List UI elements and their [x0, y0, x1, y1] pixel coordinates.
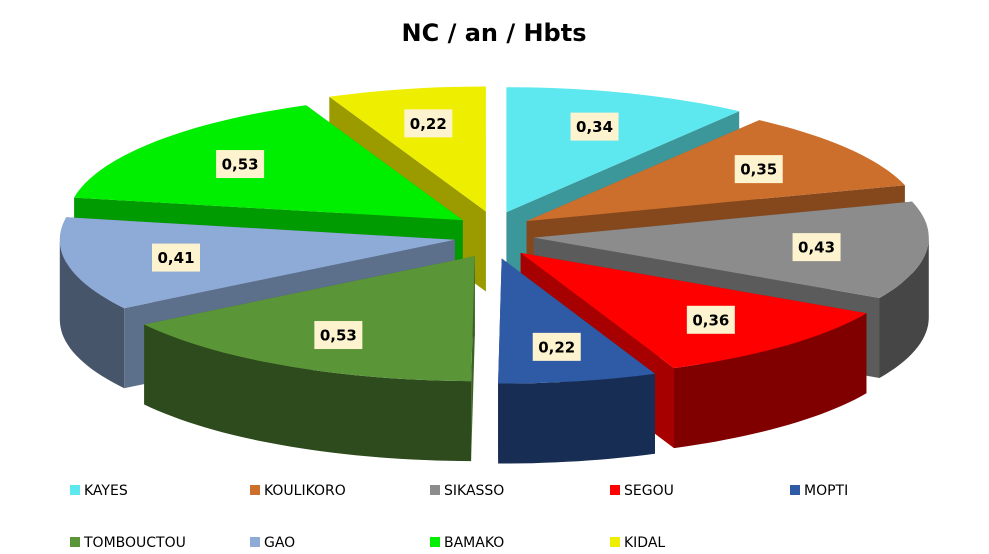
legend-swatch: [250, 485, 260, 495]
data-label-box: [734, 155, 783, 184]
data-label: 0,43: [798, 239, 835, 257]
legend-label: BAMAKO: [444, 535, 504, 551]
legend-label: KIDAL: [624, 535, 665, 551]
data-label: 0,22: [410, 115, 447, 133]
legend-label: SEGOU: [624, 483, 674, 499]
slice-top: [506, 87, 740, 213]
slice-side: [674, 313, 867, 449]
slice: [144, 256, 475, 462]
chart-title: NC / an / Hbts: [402, 19, 587, 47]
data-label: 0,36: [692, 311, 729, 329]
data-label: 0,22: [538, 338, 575, 356]
slice-top: [74, 105, 463, 221]
legend-swatch: [610, 537, 620, 547]
slice-top: [144, 256, 475, 382]
data-label-box: [792, 233, 841, 262]
legend-swatch: [250, 537, 260, 547]
slice-top: [526, 120, 905, 222]
legend-swatch: [790, 485, 800, 495]
data-label-box: [404, 109, 453, 138]
data-label: 0,35: [740, 161, 777, 179]
legend-swatch: [430, 485, 440, 495]
legend-label: TOMBOUCTOU: [83, 535, 186, 551]
legend-label: MOPTI: [804, 483, 848, 499]
data-label-box: [152, 243, 201, 272]
data-label-box: [314, 321, 363, 350]
data-label: 0,34: [576, 118, 613, 136]
data-label-box: [686, 305, 735, 334]
data-label-box: [570, 112, 619, 141]
data-label: 0,53: [222, 156, 259, 174]
data-label-box: [532, 332, 581, 361]
slice-side: [498, 373, 655, 464]
legend-label: KAYES: [84, 483, 128, 499]
legend-swatch: [610, 485, 620, 495]
legend-swatch: [70, 485, 80, 495]
slice-side: [879, 237, 929, 378]
slice-side: [144, 324, 472, 462]
legend-label: KOULIKORO: [264, 483, 346, 499]
data-label-box: [216, 150, 265, 179]
slice-top: [533, 201, 929, 298]
legend-swatch: [70, 537, 80, 547]
slice-top: [59, 217, 455, 309]
legend-swatch: [430, 537, 440, 547]
legend-label: SIKASSO: [444, 483, 504, 499]
data-label: 0,41: [158, 249, 195, 267]
slice-side: [59, 239, 125, 389]
legend-label: GAO: [264, 535, 295, 551]
data-label: 0,53: [320, 327, 357, 345]
